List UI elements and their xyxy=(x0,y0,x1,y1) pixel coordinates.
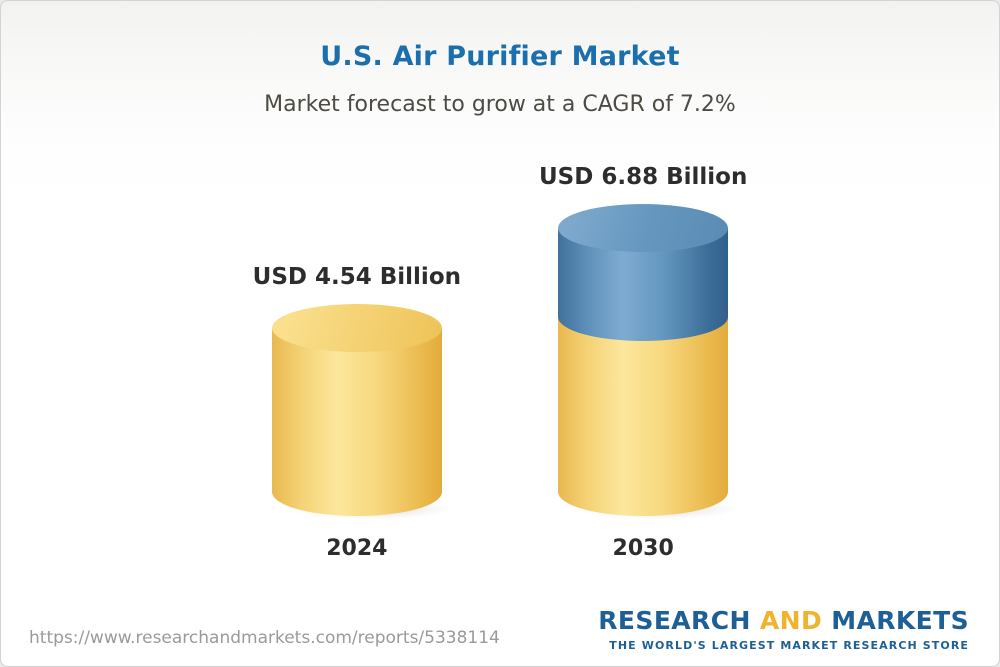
year-label-2030: 2030 xyxy=(612,536,674,561)
logo-word-research: RESEARCH xyxy=(598,606,751,635)
value-label-2030: USD 6.88 Billion xyxy=(539,164,748,190)
logo-wordmark: RESEARCH AND MARKETS xyxy=(598,606,969,635)
year-label-2024: 2024 xyxy=(326,536,388,561)
cylinder-bar-2024 xyxy=(257,304,476,526)
bar-group-2030: USD 6.88 Billion 2030 xyxy=(539,164,763,561)
page-title: U.S. Air Purifier Market xyxy=(320,41,680,72)
cylinder-body-yellow xyxy=(271,328,442,516)
cylinder-top-blue xyxy=(558,204,729,252)
logo-tagline: THE WORLD'S LARGEST MARKET RESEARCH STOR… xyxy=(609,639,969,652)
bar-chart: USD 4.54 Billion 2024 USD 6.88 Billion 2… xyxy=(1,161,999,561)
chart-header: U.S. Air Purifier Market Market forecast… xyxy=(1,1,999,117)
research-and-markets-logo: RESEARCH AND MARKETS THE WORLD'S LARGEST… xyxy=(598,606,969,652)
cylinder-growth-segment xyxy=(558,204,729,341)
page-subtitle: Market forecast to grow at a CAGR of 7.2… xyxy=(264,92,736,117)
cylinder-bar-2030 xyxy=(544,204,763,526)
logo-word-markets: MARKETS xyxy=(831,606,969,635)
logo-word-and: AND xyxy=(750,606,832,635)
report-url: https://www.researchandmarkets.com/repor… xyxy=(29,628,500,648)
value-label-2024: USD 4.54 Billion xyxy=(252,264,461,290)
cylinder-body-yellow-base xyxy=(558,317,729,516)
cylinder-top-yellow xyxy=(271,304,442,352)
bar-group-2024: USD 4.54 Billion 2024 xyxy=(252,264,476,561)
